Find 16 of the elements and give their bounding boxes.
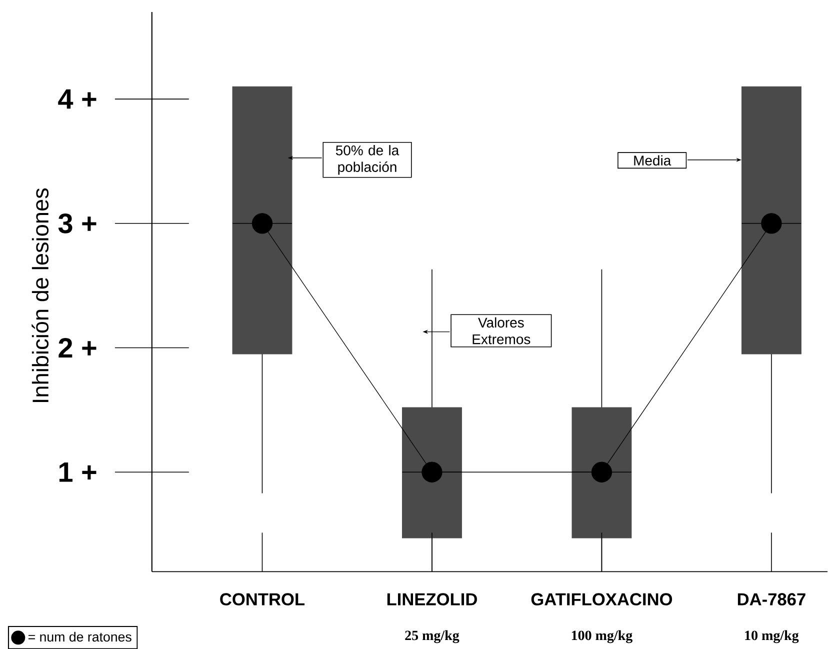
- annotation: Media: [634, 155, 672, 166]
- text: 100 mg/kg: [572, 630, 632, 643]
- y-tick-label: 2 +: [58, 338, 96, 358]
- text: 25 mg/kg: [405, 630, 460, 643]
- x-tick-label: DA-7867: [738, 592, 806, 606]
- annotation: Valores Extremos: [472, 317, 530, 344]
- y-tick-label: 3 +: [58, 213, 96, 234]
- y-tick-label: 1 +: [59, 462, 96, 482]
- x-tick-label: GATIFLOXACINO: [531, 592, 672, 606]
- x-tick-label: CONTROL: [220, 592, 305, 606]
- x-tick-label: LINEZOLID: [387, 592, 477, 606]
- text: 10 mg/kg: [745, 630, 799, 643]
- legend-label: = num de ratones: [28, 632, 132, 642]
- y-tick-label: 4 +: [58, 89, 96, 108]
- y-axis-title: Inhibición de lesiones: [32, 188, 49, 402]
- annotation: 50% de la población: [336, 144, 400, 175]
